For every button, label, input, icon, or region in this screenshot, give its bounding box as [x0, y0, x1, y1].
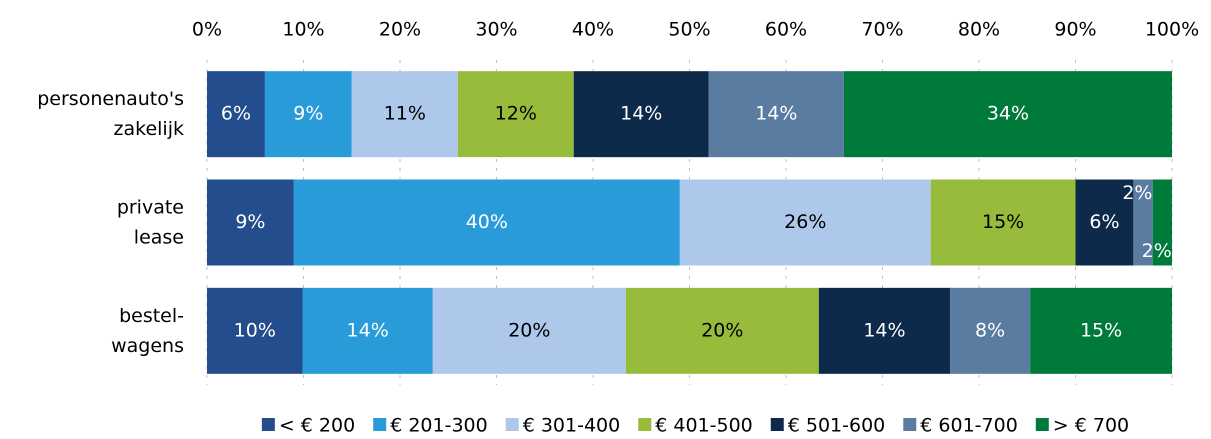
bar-segment — [843, 71, 1172, 158]
legend-swatch — [505, 418, 519, 431]
x-tick-label: 80% — [958, 19, 1000, 41]
category-label: bestel-wagens — [111, 304, 184, 356]
legend-label: € 201-300 — [390, 415, 488, 437]
bar-segment — [351, 71, 458, 158]
data-label: 9% — [293, 103, 323, 125]
data-label: 20% — [508, 319, 550, 341]
legend-label: € 401-500 — [655, 415, 753, 437]
data-label: 34% — [987, 103, 1029, 125]
bar-segment — [264, 71, 352, 158]
x-tick-label: 90% — [1054, 19, 1096, 41]
legend-label: € 501-600 — [788, 415, 886, 437]
category-label: private lease — [117, 196, 184, 248]
bar-segment — [302, 287, 433, 374]
data-label: 14% — [863, 319, 905, 341]
data-label: 8% — [975, 319, 1005, 341]
legend-label: < € 200 — [279, 415, 355, 437]
bar-segment — [679, 179, 931, 266]
legend-label: > € 700 — [1053, 415, 1129, 437]
x-tick-label: 0% — [192, 19, 222, 41]
bar-segment — [207, 71, 265, 158]
x-tick-label: 10% — [282, 19, 324, 41]
legend-label: € 601-700 — [920, 415, 1018, 437]
bar-segment — [293, 179, 680, 266]
data-label: 26% — [784, 211, 826, 233]
data-label: 2% — [1122, 182, 1152, 204]
bar-segment — [930, 179, 1076, 266]
data-label: 2% — [1142, 240, 1172, 262]
bar-segment — [1030, 287, 1172, 374]
x-tick-label: 60% — [765, 19, 807, 41]
legend-label: € 301-400 — [523, 415, 621, 437]
bar-segment — [625, 287, 819, 374]
bar-segment — [207, 179, 294, 266]
legend-swatch — [903, 418, 917, 431]
data-label: 12% — [495, 103, 537, 125]
bar-segment — [950, 287, 1031, 374]
data-label: 20% — [701, 319, 743, 341]
x-tick-label: 30% — [475, 19, 517, 41]
data-label: 9% — [235, 211, 265, 233]
bar-segment — [818, 287, 951, 374]
bar-segment — [207, 287, 303, 374]
x-tick-label: 100% — [1145, 19, 1199, 41]
legend-swatch — [638, 418, 652, 431]
x-tick-label: 20% — [379, 19, 421, 41]
bar-segment — [1075, 179, 1134, 266]
data-label: 15% — [982, 211, 1024, 233]
bar-segment — [573, 71, 709, 158]
data-label: 6% — [1089, 211, 1119, 233]
legend-swatch — [261, 418, 275, 431]
data-label: 15% — [1080, 319, 1122, 341]
bar-segment — [708, 71, 844, 158]
bar-segment — [1133, 179, 1153, 266]
legend-swatch — [373, 418, 387, 431]
data-label: 14% — [755, 103, 797, 125]
data-label: 6% — [221, 103, 251, 125]
data-label: 40% — [466, 211, 508, 233]
legend-swatch — [1035, 418, 1049, 431]
x-tick-label: 70% — [861, 19, 903, 41]
category-label: personenauto's zakelijk — [37, 88, 184, 140]
data-label: 14% — [620, 103, 662, 125]
data-label: 11% — [384, 103, 426, 125]
data-label: 10% — [234, 319, 276, 341]
legend-swatch — [770, 418, 784, 431]
x-tick-label: 40% — [572, 19, 614, 41]
data-label: 14% — [347, 319, 389, 341]
x-tick-label: 50% — [668, 19, 710, 41]
bar-segment — [457, 71, 574, 158]
bar-segment — [1152, 179, 1172, 266]
bar-segment — [432, 287, 626, 374]
